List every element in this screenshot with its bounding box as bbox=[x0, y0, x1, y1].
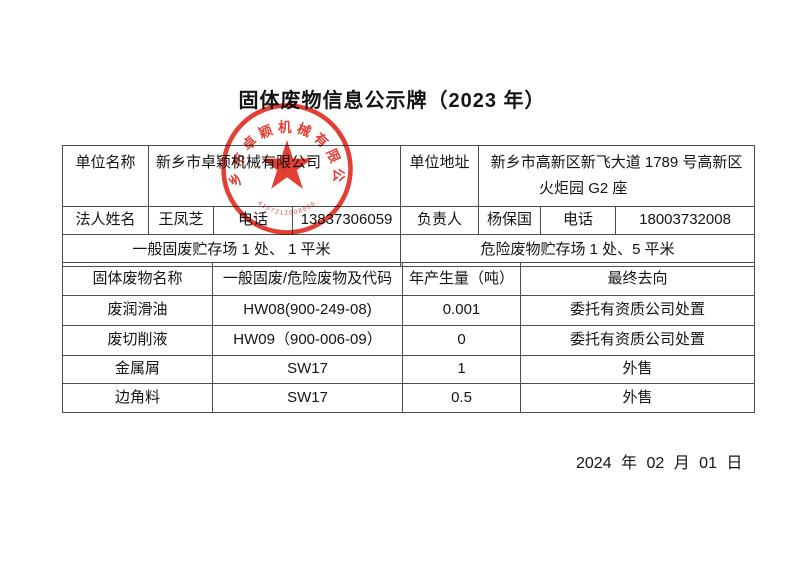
col-header-destination: 最终去向 bbox=[520, 262, 755, 296]
unit-address-value: 新乡市高新区新飞大道 1789 号高新区 火炬园 G2 座 bbox=[478, 145, 756, 207]
legal-phone-label: 电话 bbox=[213, 206, 293, 235]
waste-output: 0 bbox=[402, 325, 521, 356]
unit-address-line1: 新乡市高新区新飞大道 1789 号高新区 bbox=[490, 154, 743, 171]
legal-phone-value: 13837306059 bbox=[291, 206, 402, 235]
waste-name: 金属屑 bbox=[62, 355, 213, 384]
table-row: 金属屑 SW17 1 外售 bbox=[62, 355, 755, 384]
waste-name: 废润滑油 bbox=[62, 295, 213, 326]
general-storage-cell: 一般固废贮存场 1 处、 1 平米 bbox=[61, 234, 402, 267]
waste-output: 0.001 bbox=[402, 295, 521, 326]
table-row: 法人姓名 王凤芝 电话 13837306059 负责人 杨保国 电话 18003… bbox=[62, 206, 756, 235]
unit-address-line2: 火炬园 G2 座 bbox=[539, 180, 628, 197]
waste-output: 0.5 bbox=[402, 383, 521, 413]
waste-code: HW08(900-249-08) bbox=[212, 295, 403, 326]
waste-name: 废切削液 bbox=[62, 325, 213, 356]
page-title: 固体废物信息公示牌（2023 年） bbox=[238, 90, 546, 112]
table-row: 单位名称 新乡市卓颖机械有限公司 单位地址 新乡市高新区新飞大道 1789 号高… bbox=[62, 145, 756, 207]
legal-person-value: 王凤芝 bbox=[148, 206, 214, 235]
unit-info-table: 单位名称 新乡市卓颖机械有限公司 单位地址 新乡市高新区新飞大道 1789 号高… bbox=[61, 145, 756, 267]
responsible-phone-label: 电话 bbox=[540, 206, 617, 235]
responsible-phone-value: 18003732008 bbox=[615, 206, 756, 235]
unit-name-label: 单位名称 bbox=[62, 145, 149, 207]
col-header-waste-name: 固体废物名称 bbox=[62, 262, 213, 296]
waste-list-table: 固体废物名称 一般固废/危险废物及代码 年产生量（吨） 最终去向 废润滑油 HW… bbox=[62, 262, 755, 413]
table-row: 一般固废贮存场 1 处、 1 平米 危险废物贮存场 1 处、5 平米 bbox=[61, 234, 756, 267]
responsible-value: 杨保国 bbox=[478, 206, 542, 235]
col-header-annual-output: 年产生量（吨） bbox=[402, 262, 521, 296]
col-header-waste-code: 一般固废/危险废物及代码 bbox=[212, 262, 403, 296]
waste-destination: 委托有资质公司处置 bbox=[520, 295, 755, 326]
responsible-label: 负责人 bbox=[400, 206, 480, 235]
waste-destination: 外售 bbox=[520, 355, 755, 384]
table-row: 废润滑油 HW08(900-249-08) 0.001 委托有资质公司处置 bbox=[62, 295, 755, 326]
waste-name: 边角料 bbox=[62, 383, 213, 413]
waste-code: SW17 bbox=[212, 383, 403, 413]
waste-table-header-row: 固体废物名称 一般固废/危险废物及代码 年产生量（吨） 最终去向 bbox=[62, 262, 755, 296]
hazardous-storage-cell: 危险废物贮存场 1 处、5 平米 bbox=[400, 234, 756, 267]
unit-address-label: 单位地址 bbox=[400, 145, 480, 207]
waste-code: SW17 bbox=[212, 355, 403, 384]
issue-date: 2024 年 02 月 01 日 bbox=[576, 455, 743, 472]
waste-destination: 委托有资质公司处置 bbox=[520, 325, 755, 356]
legal-person-label: 法人姓名 bbox=[62, 206, 149, 235]
waste-code: HW09（900-006-09） bbox=[212, 325, 403, 356]
waste-destination: 外售 bbox=[520, 383, 755, 413]
table-row: 废切削液 HW09（900-006-09） 0 委托有资质公司处置 bbox=[62, 325, 755, 356]
waste-output: 1 bbox=[402, 355, 521, 384]
unit-name-value: 新乡市卓颖机械有限公司 bbox=[147, 145, 402, 207]
table-row: 边角料 SW17 0.5 外售 bbox=[62, 383, 755, 413]
